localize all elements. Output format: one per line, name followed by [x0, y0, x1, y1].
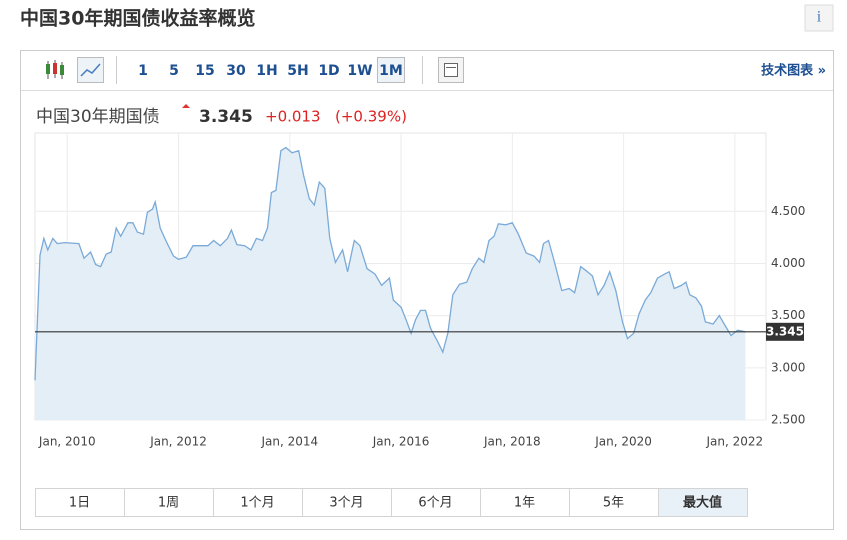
- range-button[interactable]: [658, 488, 748, 517]
- interval-button[interactable]: 30: [226, 63, 246, 79]
- interval-button[interactable]: 1H: [256, 63, 277, 79]
- x-tick-label: Jan, 2016: [372, 435, 430, 449]
- quote-change: +0.013: [265, 108, 321, 126]
- y-tick-label: 4.500: [771, 204, 805, 218]
- range-label[interactable]: 5年: [603, 496, 624, 511]
- price-line: [34, 146, 746, 381]
- info-icon[interactable]: i: [817, 9, 822, 26]
- x-tick-label: Jan, 2022: [706, 435, 764, 449]
- x-tick-label: Jan, 2018: [483, 435, 541, 449]
- quote-price: 3.345: [199, 107, 253, 127]
- range-label[interactable]: 最大值: [683, 495, 722, 511]
- last-value-tag: [766, 322, 804, 341]
- range-label[interactable]: 1日: [69, 496, 90, 511]
- range-label[interactable]: 3个月: [329, 496, 363, 511]
- page-title: 中国30年期国债收益率概览: [20, 7, 255, 30]
- range-button[interactable]: [213, 488, 303, 517]
- last-value-label: 3.345: [766, 324, 804, 338]
- quote-name: 中国30年期国债: [36, 107, 160, 127]
- line-icon-button[interactable]: [77, 57, 104, 83]
- interval-button[interactable]: 5H: [287, 63, 308, 79]
- range-label[interactable]: 6个月: [418, 496, 452, 511]
- table-icon-frame: [444, 63, 458, 77]
- range-button[interactable]: [391, 488, 481, 517]
- candle-icon[interactable]: [46, 60, 64, 79]
- y-tick-label: 2.500: [771, 413, 805, 427]
- up-arrow: [182, 104, 190, 108]
- x-tick-label: Jan, 2014: [260, 435, 318, 449]
- technical-chart-link[interactable]: 技术图表 »: [761, 63, 826, 79]
- interval-button[interactable]: 1M: [379, 63, 403, 79]
- y-tick-label: 4.000: [771, 256, 805, 270]
- range-label[interactable]: 1周: [158, 496, 179, 511]
- interval-button[interactable]: 1D: [318, 63, 339, 79]
- range-button[interactable]: [569, 488, 659, 517]
- y-tick-label: 3.500: [771, 308, 805, 322]
- interval-button[interactable]: 1W: [347, 63, 372, 79]
- range-button[interactable]: [480, 488, 570, 517]
- interval-active[interactable]: [377, 57, 405, 83]
- range-button[interactable]: [35, 488, 125, 517]
- info-button[interactable]: [804, 4, 834, 32]
- x-tick-label: Jan, 2010: [38, 435, 96, 449]
- interval-button[interactable]: 5: [169, 63, 179, 79]
- y-tick-label: 3.000: [771, 360, 805, 374]
- range-label[interactable]: 1个月: [240, 496, 274, 511]
- interval-button[interactable]: 15: [195, 63, 214, 79]
- x-tick-label: Jan, 2020: [594, 435, 652, 449]
- line-icon: [80, 63, 101, 77]
- range-label[interactable]: 1年: [514, 496, 535, 511]
- interval-button[interactable]: 1: [138, 63, 148, 79]
- quote-change-percent: (+0.39%): [335, 108, 407, 126]
- x-tick-label: Jan, 2012: [149, 435, 207, 449]
